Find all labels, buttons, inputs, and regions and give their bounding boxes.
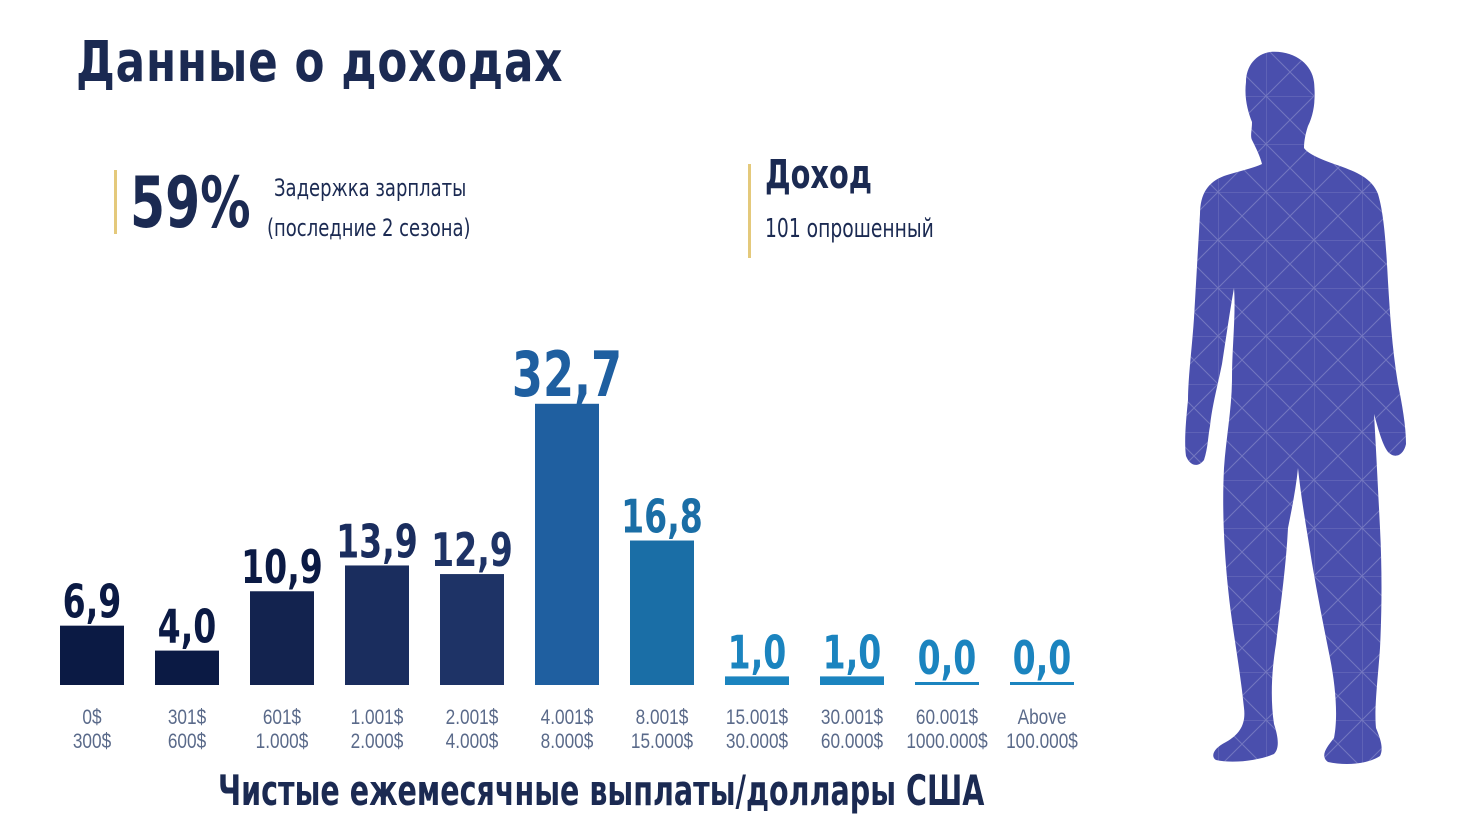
bar-10 [1010, 682, 1074, 685]
bar-value-label-5: 32,7 [512, 338, 622, 410]
bar-value-label-7: 1,0 [728, 627, 787, 680]
stat-accent-line [114, 170, 117, 234]
category-tick-label-4-1: 4.000$ [446, 731, 499, 754]
bar-9 [915, 682, 979, 685]
x-axis-label: Чистые ежемесячные выплаты/доллары США [218, 766, 985, 815]
category-tick-label-9-0: 60.001$ [916, 707, 978, 730]
bar-value-label-4: 12,9 [431, 525, 513, 578]
bar-value-label-2: 10,9 [241, 542, 323, 595]
category-tick-label-8-1: 60.000$ [821, 731, 883, 754]
income-bar-chart: 6,9 0$300$ 4,0 301$600$ 10,9 601$1.000$ 13,9 1.… [60, 338, 1078, 754]
category-tick-label-3-1: 2.000$ [351, 731, 404, 754]
bar-value-label-6: 16,8 [621, 491, 703, 544]
delay-period: (последние 2 сезона) [267, 214, 471, 242]
category-tick-label-10-0: Above [1018, 707, 1067, 730]
category-tick-label-6-0: 8.001$ [636, 707, 689, 730]
category-tick-label-0-1: 300$ [73, 731, 112, 754]
delay-label: Задержка зарплаты [274, 174, 467, 202]
category-tick-label-1-0: 301$ [168, 707, 207, 730]
category-tick-label-9-1: 1000.000$ [906, 731, 988, 754]
bar-7 [725, 676, 789, 685]
category-tick-label-1-1: 600$ [168, 731, 207, 754]
bar-value-label-10: 0,0 [1013, 633, 1072, 686]
category-tick-label-2-1: 1.000$ [256, 731, 309, 754]
category-tick-label-4-0: 2.001$ [446, 707, 499, 730]
respondents-count: 101 опрошенный [765, 214, 934, 244]
category-tick-label-7-1: 30.000$ [726, 731, 788, 754]
bar-value-label-8: 1,0 [823, 627, 882, 680]
category-tick-label-10-1: 100.000$ [1006, 731, 1078, 754]
bar-4 [440, 574, 504, 685]
category-tick-label-0-0: 0$ [82, 707, 101, 730]
income-title: Доход [765, 152, 873, 198]
footballer-silhouette-icon [1185, 51, 1406, 765]
category-tick-label-7-0: 15.001$ [726, 707, 788, 730]
delay-percentage: 59% [130, 162, 251, 244]
bar-2 [250, 591, 314, 685]
bar-6 [630, 540, 694, 685]
bar-value-label-1: 4,0 [158, 601, 217, 654]
bar-0 [60, 625, 124, 685]
category-tick-label-2-0: 601$ [263, 707, 302, 730]
bar-5 [535, 403, 599, 685]
income-accent-line [748, 164, 751, 258]
category-tick-label-5-0: 4.001$ [541, 707, 594, 730]
bar-value-label-3: 13,9 [336, 516, 418, 569]
category-tick-label-3-0: 1.001$ [351, 707, 404, 730]
bar-8 [820, 676, 884, 685]
category-tick-label-5-1: 8.000$ [541, 731, 594, 754]
category-tick-label-6-1: 15.000$ [631, 731, 693, 754]
bar-3 [345, 565, 409, 685]
bar-value-label-0: 6,9 [63, 576, 122, 629]
page-title: Данные о доходах [76, 30, 564, 95]
bar-value-label-9: 0,0 [918, 633, 977, 686]
bar-1 [155, 650, 219, 685]
category-tick-label-8-0: 30.001$ [821, 707, 883, 730]
